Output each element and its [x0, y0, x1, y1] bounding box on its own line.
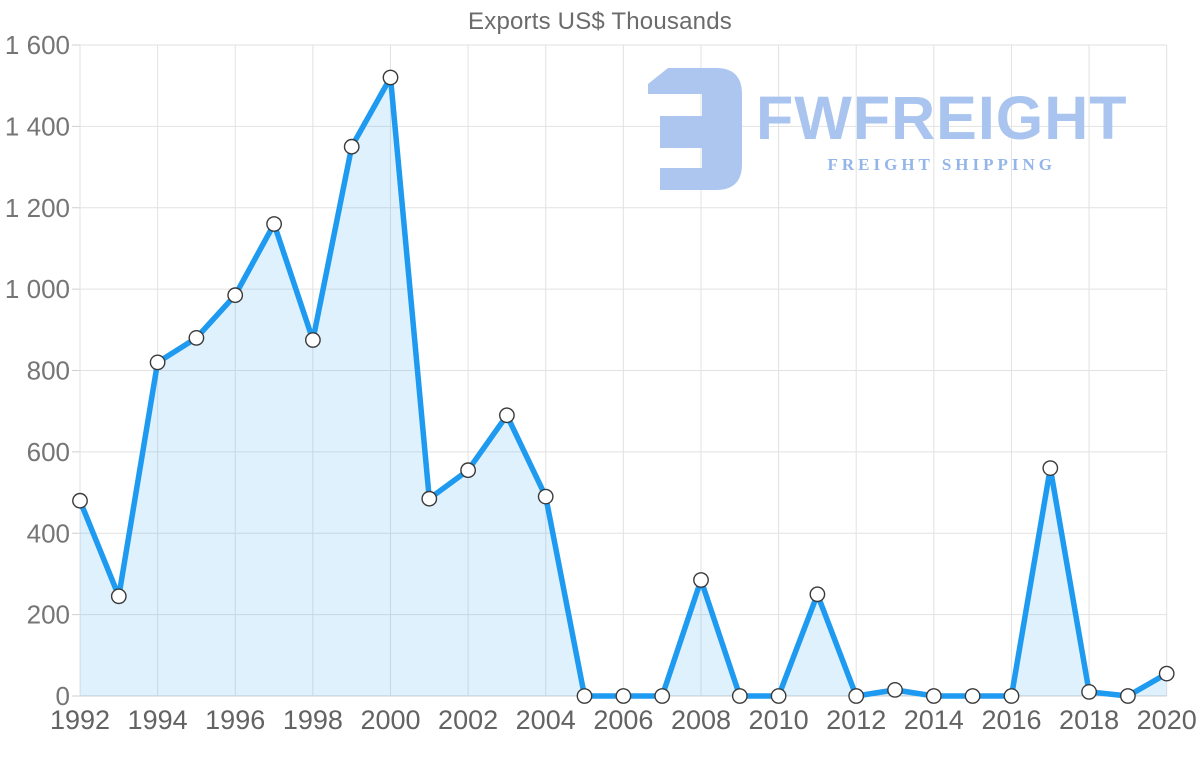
data-point-marker — [887, 682, 903, 698]
data-point-marker — [1158, 665, 1175, 682]
x-axis-tick-label: 2000 — [360, 705, 420, 735]
data-point-marker — [576, 688, 593, 704]
x-axis-tick-label: 2016 — [981, 705, 1041, 735]
x-axis-tick-label: 1998 — [283, 705, 343, 735]
data-point-marker — [1042, 460, 1059, 476]
y-axis-tick-label: 1 000 — [5, 274, 70, 304]
y-axis-labels: 0 200 400 600 800 1 000 1 200 1 400 1 600 — [5, 30, 70, 711]
data-point-marker — [615, 688, 632, 704]
x-axis-tick-label: 2020 — [1137, 705, 1197, 735]
data-point-marker — [343, 138, 360, 155]
y-axis-tick-label: 600 — [27, 437, 70, 467]
x-axis-tick-label: 1996 — [205, 705, 265, 735]
x-axis-tick-label: 2012 — [826, 705, 886, 735]
y-axis-tick-label: 1 200 — [5, 193, 70, 223]
data-point-markers — [72, 69, 1175, 704]
x-axis-tick-label: 2018 — [1059, 705, 1119, 735]
y-axis-tick-label: 1 400 — [5, 111, 70, 141]
data-point-marker — [654, 688, 671, 704]
x-axis-labels: 1992 1994 1996 1998 2000 2002 2004 2006 2008 2010… — [50, 705, 1197, 735]
x-axis-tick-label: 1992 — [50, 705, 110, 735]
data-point-marker — [1120, 688, 1136, 704]
data-point-marker — [693, 572, 709, 588]
data-point-marker — [848, 688, 865, 704]
series-area-fill — [80, 77, 1167, 696]
data-point-marker — [304, 332, 321, 348]
gridlines — [72, 44, 1168, 697]
data-point-marker — [770, 688, 787, 704]
data-point-marker — [964, 688, 981, 704]
x-axis-tick-label: 2004 — [516, 705, 576, 735]
y-axis-tick-label: 0 — [56, 681, 70, 711]
y-axis-tick-label: 1 600 — [5, 30, 70, 60]
y-axis-tick-label: 800 — [27, 356, 70, 386]
data-point-marker — [460, 462, 476, 479]
data-point-marker — [227, 287, 244, 304]
x-axis-tick-label: 2010 — [749, 705, 809, 735]
data-point-marker — [266, 216, 282, 232]
data-point-marker — [149, 354, 166, 371]
data-point-marker — [72, 492, 88, 509]
data-point-marker — [382, 69, 399, 86]
data-point-marker — [498, 407, 515, 424]
y-axis-tick-label: 200 — [27, 600, 70, 630]
data-point-marker — [537, 488, 554, 505]
data-point-marker — [421, 490, 438, 507]
data-point-marker — [188, 329, 205, 346]
x-axis-tick-label: 2006 — [593, 705, 653, 735]
chart-title: Exports US$ Thousands — [468, 8, 732, 35]
x-axis-tick-label: 2002 — [438, 705, 498, 735]
data-point-marker — [1003, 688, 1020, 704]
data-point-marker — [925, 688, 942, 704]
data-point-marker — [1081, 684, 1098, 700]
x-axis-tick-label: 1994 — [128, 705, 188, 735]
data-point-marker — [110, 588, 127, 605]
data-point-marker — [809, 586, 826, 603]
data-point-marker — [731, 688, 748, 704]
y-axis-tick-label: 400 — [27, 518, 70, 548]
x-axis-tick-label: 2014 — [904, 705, 964, 735]
x-axis-tick-label: 2008 — [671, 705, 731, 735]
